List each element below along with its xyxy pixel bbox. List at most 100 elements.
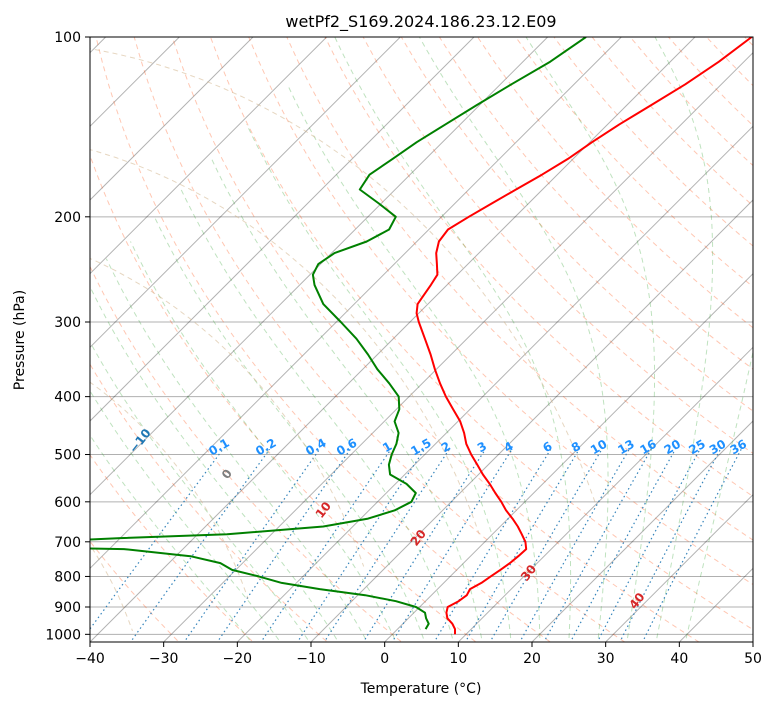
mixing-ratio-line xyxy=(489,448,603,642)
mixing-ratio-label: 4 xyxy=(502,439,516,455)
dry-adiabat xyxy=(362,37,753,455)
mixing-ratio-label: 1.5 xyxy=(408,436,433,459)
mixing-ratio-line xyxy=(464,448,580,642)
dry-adiabat xyxy=(515,37,753,288)
y-tick-label: 300 xyxy=(54,315,81,331)
x-tick-label: 10 xyxy=(449,651,467,667)
mixing-ratio-line xyxy=(129,448,271,642)
x-tick-label: 50 xyxy=(744,651,762,667)
y-tick-label: 200 xyxy=(54,210,81,226)
dry-adiabat xyxy=(90,453,254,642)
isotherm--60 xyxy=(90,37,549,496)
plot-frame xyxy=(89,36,754,643)
mixing-ratio-line xyxy=(619,449,722,642)
dry-adiabat-label: −10 xyxy=(126,426,154,456)
mixing-ratio-label: 0.4 xyxy=(303,436,328,459)
mixing-ratio-line xyxy=(90,448,224,630)
moist-adiabat xyxy=(654,37,714,642)
y-tick-label: 700 xyxy=(54,535,81,551)
y-tick-label: 900 xyxy=(54,600,81,616)
x-tick-label: −10 xyxy=(296,651,326,667)
x-axis-label: Temperature (°C) xyxy=(360,681,482,697)
y-axis-ticks: 100 200 300 400 500 600 700 800 900 1000 xyxy=(45,30,90,643)
mixing-ratio-label: 6 xyxy=(540,439,554,455)
dry-adiabat xyxy=(210,37,753,631)
dry-adiabat-label: 30 xyxy=(518,562,539,584)
mixing-ratio-line xyxy=(260,448,392,642)
dewpoint-profile xyxy=(90,37,587,630)
mixing-ratio-line xyxy=(433,448,552,642)
mixing-ratio-line xyxy=(543,449,652,642)
y-tick-label: 600 xyxy=(54,495,81,511)
moist-adiabat xyxy=(90,434,252,642)
isotherm--30 xyxy=(163,51,753,642)
dry-adiabat-label: 0 xyxy=(219,467,235,482)
x-tick-label: −20 xyxy=(223,651,253,667)
dry-adiabat xyxy=(286,37,753,541)
moist-adiabat xyxy=(130,241,397,642)
dry-adiabat-label: 40 xyxy=(626,590,647,612)
x-tick-label: −30 xyxy=(149,651,179,667)
y-tick-label: 100 xyxy=(54,30,81,46)
isotherm--10 xyxy=(310,199,753,642)
isotherm--100 xyxy=(90,37,254,201)
mixing-ratio-label: 0.6 xyxy=(334,436,359,459)
isotherm--90 xyxy=(90,37,328,275)
reference-curve xyxy=(90,149,480,535)
background-lines xyxy=(90,37,753,642)
y-tick-label: 800 xyxy=(54,569,81,585)
mixing-ratio-line xyxy=(519,449,630,642)
isotherm-10 xyxy=(457,346,753,642)
moist-adiabat xyxy=(286,84,541,642)
moist-adiabat xyxy=(334,37,572,642)
dry-adiabat xyxy=(438,37,753,370)
moist-adiabat xyxy=(525,37,655,642)
reference-curve xyxy=(90,257,365,567)
isotherm-50 xyxy=(752,641,753,642)
dry-adiabat-label: 20 xyxy=(408,527,429,549)
mixing-ratio-label: 2 xyxy=(439,439,453,455)
mixing-ratio-line xyxy=(596,449,701,642)
moist-adiabat xyxy=(246,124,512,642)
mixing-ratio-line xyxy=(391,448,513,642)
reference-curve xyxy=(90,544,133,632)
moist-adiabat xyxy=(180,189,454,642)
profiles xyxy=(90,37,753,635)
x-axis-ticks: −40 −30 −20 −10 0 10 20 30 40 50 xyxy=(75,642,762,667)
x-tick-label: 40 xyxy=(670,651,688,667)
y-tick-label: 400 xyxy=(54,390,81,406)
moist-adiabat xyxy=(418,37,609,642)
isotherm--80 xyxy=(90,37,401,349)
moist-adiabat xyxy=(153,216,426,642)
dry-adiabat xyxy=(90,265,403,642)
isotherm-40 xyxy=(678,567,753,642)
y-tick-label: 500 xyxy=(54,448,81,464)
moist-adiabat xyxy=(90,285,339,642)
moist-adiabat xyxy=(684,349,753,642)
moist-adiabat xyxy=(105,258,368,642)
dry-adiabat xyxy=(400,37,753,412)
mixing-ratio-line xyxy=(216,448,351,642)
mixing-ratio-line xyxy=(183,448,321,642)
dry-adiabat xyxy=(90,540,180,642)
dry-adiabat xyxy=(706,37,753,87)
moist-adiabat xyxy=(90,389,282,642)
dry-adiabat xyxy=(591,37,753,207)
mixing-ratio-line xyxy=(569,449,676,642)
isotherm-30 xyxy=(605,493,753,642)
x-tick-label: 0 xyxy=(380,651,389,667)
reference-curve xyxy=(90,48,596,503)
isotherm--70 xyxy=(90,37,475,422)
isotherm-20 xyxy=(531,420,753,642)
x-tick-label: 20 xyxy=(523,651,541,667)
y-tick-label: 1000 xyxy=(45,627,81,643)
isotherm--20 xyxy=(236,125,753,642)
dry-adiabat xyxy=(477,37,753,329)
dry-adiabat xyxy=(744,37,753,47)
mixing-ratio-line xyxy=(362,448,486,642)
y-axis-label: Pressure (hPa) xyxy=(12,290,28,390)
dry-adiabat xyxy=(95,37,552,642)
temperature-profile xyxy=(415,37,753,635)
chart-title: wetPf2_S169.2024.186.23.12.E09 xyxy=(285,12,556,32)
